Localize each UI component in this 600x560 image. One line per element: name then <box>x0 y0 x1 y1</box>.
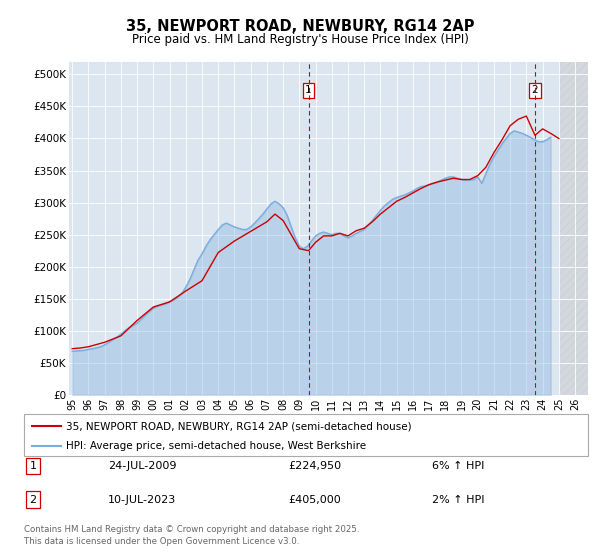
Text: Contains HM Land Registry data © Crown copyright and database right 2025.
This d: Contains HM Land Registry data © Crown c… <box>24 525 359 546</box>
Text: £224,950: £224,950 <box>288 461 341 471</box>
Text: 10-JUL-2023: 10-JUL-2023 <box>108 494 176 505</box>
Text: 2: 2 <box>29 494 37 505</box>
Text: £405,000: £405,000 <box>288 494 341 505</box>
Text: HPI: Average price, semi-detached house, West Berkshire: HPI: Average price, semi-detached house,… <box>66 441 367 451</box>
Text: 2% ↑ HPI: 2% ↑ HPI <box>432 494 485 505</box>
Text: 2: 2 <box>532 86 538 95</box>
Text: 6% ↑ HPI: 6% ↑ HPI <box>432 461 484 471</box>
Text: 1: 1 <box>305 86 312 95</box>
Text: 35, NEWPORT ROAD, NEWBURY, RG14 2AP (semi-detached house): 35, NEWPORT ROAD, NEWBURY, RG14 2AP (sem… <box>66 421 412 431</box>
Text: 1: 1 <box>29 461 37 471</box>
Text: Price paid vs. HM Land Registry's House Price Index (HPI): Price paid vs. HM Land Registry's House … <box>131 32 469 46</box>
Text: 24-JUL-2009: 24-JUL-2009 <box>108 461 176 471</box>
Text: 35, NEWPORT ROAD, NEWBURY, RG14 2AP: 35, NEWPORT ROAD, NEWBURY, RG14 2AP <box>126 20 474 34</box>
